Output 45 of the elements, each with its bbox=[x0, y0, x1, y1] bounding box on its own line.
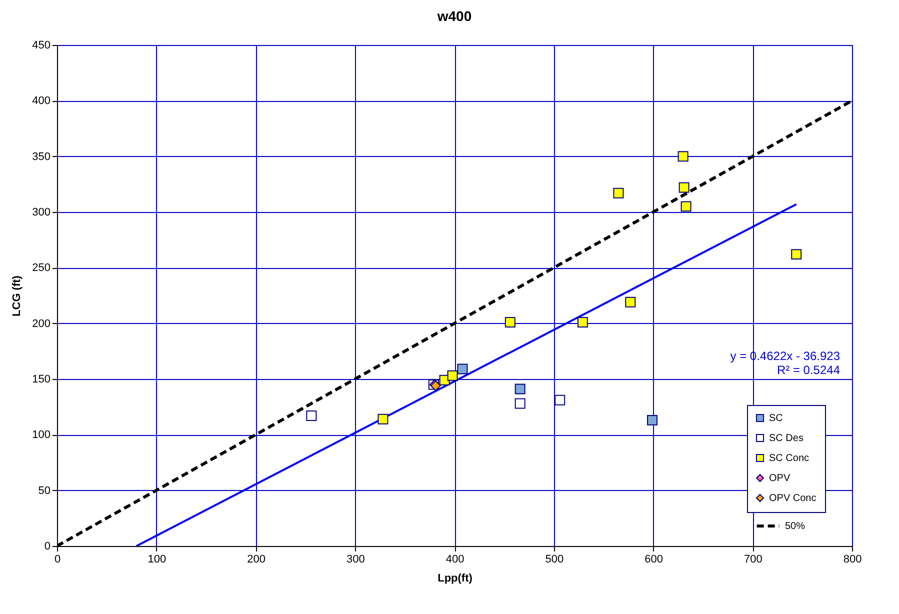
x-tick-label: 0 bbox=[54, 554, 61, 566]
point bbox=[680, 201, 692, 212]
y-tick-label: 200 bbox=[32, 318, 50, 330]
point bbox=[514, 384, 526, 394]
point bbox=[514, 398, 526, 409]
x-tick-label: 100 bbox=[148, 554, 166, 566]
point bbox=[678, 182, 690, 193]
point bbox=[577, 316, 588, 328]
point bbox=[306, 410, 317, 421]
x-tick-label: 200 bbox=[247, 554, 266, 566]
y-tick-label: 450 bbox=[32, 40, 50, 52]
x-tick-label: 800 bbox=[843, 554, 862, 566]
point bbox=[504, 316, 516, 328]
point bbox=[678, 151, 688, 162]
x-tick-label: 500 bbox=[545, 554, 564, 566]
x-tick-label: 600 bbox=[644, 554, 663, 566]
point bbox=[647, 414, 658, 426]
legend-label: SC Conc bbox=[769, 453, 810, 464]
x-tick-label: 300 bbox=[346, 554, 365, 566]
annotation: R² = 0.5244 bbox=[776, 363, 840, 377]
y-tick-label: 350 bbox=[32, 150, 50, 163]
y-tick-label: 0 bbox=[44, 540, 50, 552]
y-tick-label: 50 bbox=[38, 484, 50, 497]
y-tick-label: 150 bbox=[32, 374, 50, 386]
point bbox=[625, 296, 636, 308]
y-tick-label: 100 bbox=[32, 429, 50, 442]
x-axis-title: Lpp(ft) bbox=[438, 572, 473, 584]
y-axis-title: LCG (ft) bbox=[11, 275, 24, 316]
y-tick-label: 300 bbox=[32, 206, 50, 218]
point bbox=[613, 188, 624, 198]
legend-label: OPV Conc bbox=[769, 493, 816, 504]
y-tick-label: 400 bbox=[32, 95, 50, 108]
point bbox=[457, 364, 468, 374]
legend-label: 50% bbox=[785, 521, 806, 532]
chart-title: w400 bbox=[436, 8, 472, 24]
point bbox=[447, 370, 458, 381]
legend-label: OPV bbox=[769, 473, 790, 484]
x-tick-label: 700 bbox=[744, 554, 762, 566]
legend-label: SC bbox=[769, 413, 783, 424]
point bbox=[378, 414, 388, 424]
y-tick-label: 250 bbox=[32, 262, 50, 274]
legend-label: SC Des bbox=[769, 433, 804, 444]
point bbox=[554, 394, 566, 406]
x-tick-label: 400 bbox=[446, 554, 464, 566]
point bbox=[791, 249, 802, 260]
